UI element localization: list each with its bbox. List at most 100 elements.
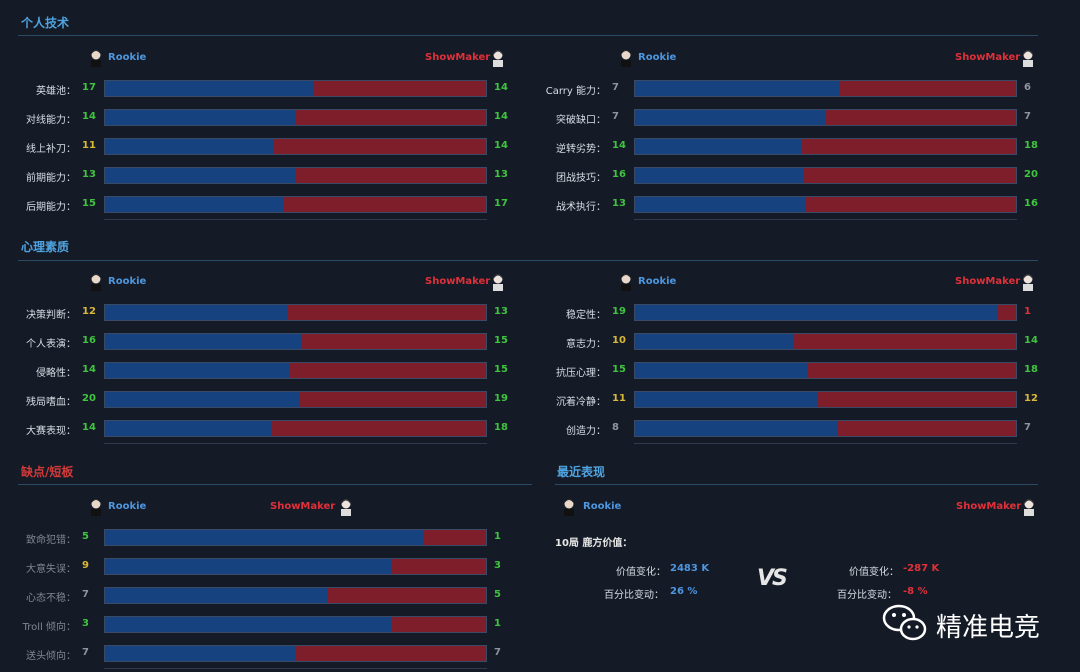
stat-row: 致命犯错： 5 1 [18,529,518,547]
showmaker-bar-segment [271,421,486,436]
right-stat-value: 16 [1024,198,1038,209]
stat-row: 心态不稳： 7 5 [18,587,518,605]
comparison-bar [104,529,487,546]
panel-header: Rookie ShowMaker [18,273,518,293]
showmaker-avatar [490,49,506,67]
stat-row: 意志力： 10 14 [548,333,1048,351]
left-stat-value: 14 [82,111,96,122]
showmaker-bar-segment [805,197,1016,212]
showmaker-avatar [1020,273,1036,291]
player-name-showmaker: ShowMaker [955,52,1021,63]
stat-label: 英雄池： [36,86,76,97]
left-change-value: 2483 K [670,563,710,574]
rookie-bar-segment [105,617,391,632]
panel-personal-left: Rookie ShowMaker 英雄池： 17 14 对线能力： 14 14 线上补刀： 11 1… [18,49,518,224]
rookie-bar-segment [105,197,284,212]
comparison-bar [634,333,1017,350]
stat-label: 线上补刀： [26,144,76,155]
stat-row: Troll 倾向： 3 1 [18,616,518,634]
comparison-bar [104,80,487,97]
stat-label: 前期能力： [26,173,76,184]
right-pct-label: 百分比变动： [837,590,897,601]
showmaker-bar-segment [793,334,1016,349]
comparison-bar [104,587,487,604]
stat-label: 对线能力： [26,115,76,126]
comparison-bar [104,558,487,575]
stat-label: 侵略性： [36,368,76,379]
right-stat-value: 14 [494,82,508,93]
right-stat-value: 1 [1024,306,1031,317]
comparison-bar [104,391,487,408]
comparison-bar [634,80,1017,97]
stat-label: 沉着冷静： [556,397,606,408]
section-title-recent: 最近表现 [557,465,606,479]
stat-label: 创造力： [566,426,606,437]
rookie-avatar [88,498,104,516]
stat-row: 对线能力： 14 14 [18,109,518,127]
player-name-showmaker: ShowMaker [956,501,1022,512]
chart-axis [104,219,487,220]
player-name-rookie: Rookie [108,52,147,63]
rookie-bar-segment [635,139,802,154]
panel-header: Rookie ShowMaker [18,498,518,518]
comparison-bar [104,333,487,350]
rookie-bar-segment [635,363,809,378]
stat-row: 逆转劣势： 14 18 [548,138,1048,156]
showmaker-bar-segment [422,530,486,545]
left-pct-label: 百分比变动： [604,590,664,601]
left-stat-value: 12 [82,306,96,317]
showmaker-bar-segment [295,646,486,661]
right-stat-value: 3 [494,560,501,571]
rookie-bar-segment [105,110,296,125]
stat-row: 稳定性： 19 1 [548,304,1048,322]
rookie-bar-segment [105,588,328,603]
right-pct-value: -8 % [903,586,928,597]
comparison-bar [104,109,487,126]
comparison-bar [634,304,1017,321]
section-divider [18,484,532,485]
showmaker-bar-segment [295,110,486,125]
showmaker-bar-segment [390,617,486,632]
right-stat-value: 7 [1024,422,1031,433]
stat-row: 战术执行： 13 16 [548,196,1048,214]
comparison-bar [634,138,1017,155]
stat-row: 大赛表现： 14 18 [18,420,518,438]
right-stat-value: 1 [494,618,501,629]
stat-row: 团战技巧： 16 20 [548,167,1048,185]
left-stat-value: 17 [82,82,96,93]
panel-flaws-left: Rookie ShowMaker 致命犯错： 5 1 大意失误： 9 3 心态不稳： 7 5 Trol… [18,498,518,670]
left-stat-value: 7 [612,82,619,93]
chart-axis [104,668,487,669]
right-stat-value: 12 [1024,393,1038,404]
showmaker-avatar [338,498,354,516]
left-stat-value: 20 [82,393,96,404]
stat-row: 决策判断： 12 13 [18,304,518,322]
player-name-rookie: Rookie [108,276,147,287]
right-change-label: 价值变化： [849,567,899,578]
rookie-bar-segment [105,363,289,378]
rookie-bar-segment [635,197,806,212]
section-divider [18,35,1038,36]
showmaker-bar-segment [272,139,486,154]
stat-row: Carry 能力： 7 6 [546,80,1048,98]
right-stat-value: 17 [494,198,508,209]
right-stat-value: 15 [494,335,508,346]
watermark-text: 精准电竞 [936,612,1041,643]
showmaker-bar-segment [327,588,486,603]
player-name-rookie: Rookie [638,52,677,63]
section-divider [18,260,1038,261]
showmaker-bar-segment [808,363,1016,378]
watermark: 精准电竞 [882,603,1040,647]
stat-row: 大意失误： 9 3 [18,558,518,576]
showmaker-bar-segment [295,168,486,183]
stat-row: 个人表演： 16 15 [18,333,518,351]
rookie-bar-segment [635,305,997,320]
rookie-bar-segment [105,139,273,154]
comparison-bar [634,420,1017,437]
comparison-bar [634,167,1017,184]
left-change-label: 价值变化： [616,567,666,578]
comparison-bar [104,616,487,633]
showmaker-bar-segment [825,110,1016,125]
left-stat-value: 5 [82,531,89,542]
rookie-bar-segment [105,334,302,349]
